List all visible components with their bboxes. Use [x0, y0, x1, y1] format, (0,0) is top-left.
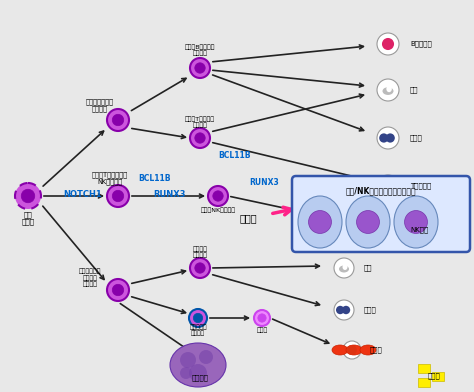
Circle shape	[385, 133, 395, 143]
Text: 骨髄/NK前駆細胞性急性白血病: 骨髄/NK前駆細胞性急性白血病	[346, 186, 416, 195]
Circle shape	[382, 180, 394, 192]
Text: 単球: 単球	[410, 87, 419, 93]
Circle shape	[107, 279, 129, 301]
Text: 骨髄・NK前駆細胞: 骨髄・NK前駆細胞	[201, 207, 236, 213]
Circle shape	[208, 186, 228, 206]
Circle shape	[190, 128, 210, 148]
Text: 腫瘍化: 腫瘍化	[239, 213, 257, 223]
Circle shape	[254, 310, 270, 326]
Circle shape	[377, 79, 399, 101]
Text: 骨髄赤芽球
前駆細胞: 骨髄赤芽球 前駆細胞	[189, 324, 207, 336]
Ellipse shape	[383, 87, 393, 95]
Text: 骨髄・赤芽球
巨核芽球
前駆細胞: 骨髄・赤芽球 巨核芽球 前駆細胞	[79, 269, 101, 287]
Circle shape	[190, 58, 210, 78]
Circle shape	[382, 38, 394, 50]
Circle shape	[195, 63, 205, 73]
Text: Bリンパ球: Bリンパ球	[410, 41, 432, 47]
Text: 顆粒球: 顆粒球	[364, 307, 377, 313]
Ellipse shape	[170, 343, 226, 387]
Circle shape	[356, 211, 380, 234]
Circle shape	[347, 345, 357, 355]
Circle shape	[378, 223, 382, 227]
Text: 骨髄単球
前駆細胞: 骨髄単球 前駆細胞	[192, 246, 208, 258]
Text: 赤芽球: 赤芽球	[256, 327, 268, 333]
Circle shape	[107, 185, 129, 207]
Text: 骨髄・Tリンパ球・
NK前駆細胞: 骨髄・Tリンパ球・ NK前駆細胞	[92, 171, 128, 185]
Text: 巨核芽球: 巨核芽球	[191, 375, 209, 381]
Circle shape	[213, 191, 223, 201]
Circle shape	[189, 309, 207, 327]
Circle shape	[377, 33, 399, 55]
Circle shape	[180, 352, 196, 368]
Bar	[432, 372, 444, 381]
Text: RUNX3: RUNX3	[249, 178, 279, 187]
Text: 顆粒球: 顆粒球	[410, 135, 423, 141]
Text: 血小板: 血小板	[428, 373, 441, 379]
Ellipse shape	[346, 196, 390, 248]
Text: BCL11B: BCL11B	[139, 174, 171, 183]
Circle shape	[195, 133, 205, 143]
Text: 骨髄・Bリンパ球
前駆細胞: 骨髄・Bリンパ球 前駆細胞	[185, 44, 215, 56]
Text: 骨髄・Tリンパ球
前駆細胞: 骨髄・Tリンパ球 前駆細胞	[185, 116, 215, 128]
Text: 単球: 単球	[364, 265, 373, 271]
Circle shape	[258, 314, 266, 322]
Circle shape	[190, 258, 210, 278]
Circle shape	[180, 367, 192, 379]
Text: RUNX3: RUNX3	[154, 189, 186, 198]
Circle shape	[334, 300, 354, 320]
Text: BCL11B: BCL11B	[219, 151, 251, 160]
Ellipse shape	[346, 345, 362, 355]
Circle shape	[377, 175, 399, 197]
Ellipse shape	[386, 85, 392, 92]
Text: 造血
幹細胞: 造血 幹細胞	[21, 211, 35, 225]
Circle shape	[405, 211, 428, 234]
Bar	[418, 364, 430, 373]
Circle shape	[392, 223, 397, 228]
Text: 赤血球: 赤血球	[370, 347, 383, 353]
Circle shape	[15, 183, 41, 209]
Text: Tリンパ球: Tリンパ球	[410, 183, 431, 189]
Circle shape	[377, 219, 399, 241]
Circle shape	[334, 258, 354, 278]
Circle shape	[386, 220, 390, 224]
Ellipse shape	[298, 196, 342, 248]
Circle shape	[112, 114, 124, 126]
Circle shape	[193, 313, 203, 323]
Ellipse shape	[343, 264, 347, 270]
FancyBboxPatch shape	[292, 176, 470, 252]
Circle shape	[195, 263, 205, 273]
Circle shape	[309, 211, 331, 234]
Circle shape	[336, 306, 345, 314]
Circle shape	[377, 127, 399, 149]
Circle shape	[189, 364, 207, 382]
Text: 骨髄・リンパ球
前駆細胞: 骨髄・リンパ球 前駆細胞	[86, 98, 114, 112]
Circle shape	[21, 189, 35, 203]
Circle shape	[112, 284, 124, 296]
Circle shape	[112, 190, 124, 202]
Circle shape	[382, 224, 394, 236]
Ellipse shape	[394, 196, 438, 248]
Circle shape	[379, 133, 388, 143]
Circle shape	[343, 341, 361, 359]
Circle shape	[107, 109, 129, 131]
Circle shape	[199, 350, 213, 364]
Ellipse shape	[332, 345, 348, 355]
Ellipse shape	[339, 265, 349, 272]
Circle shape	[342, 306, 350, 314]
Ellipse shape	[360, 345, 376, 355]
Bar	[418, 378, 430, 387]
Text: NOTCH1: NOTCH1	[64, 189, 102, 198]
Text: NK細胞: NK細胞	[410, 227, 428, 233]
